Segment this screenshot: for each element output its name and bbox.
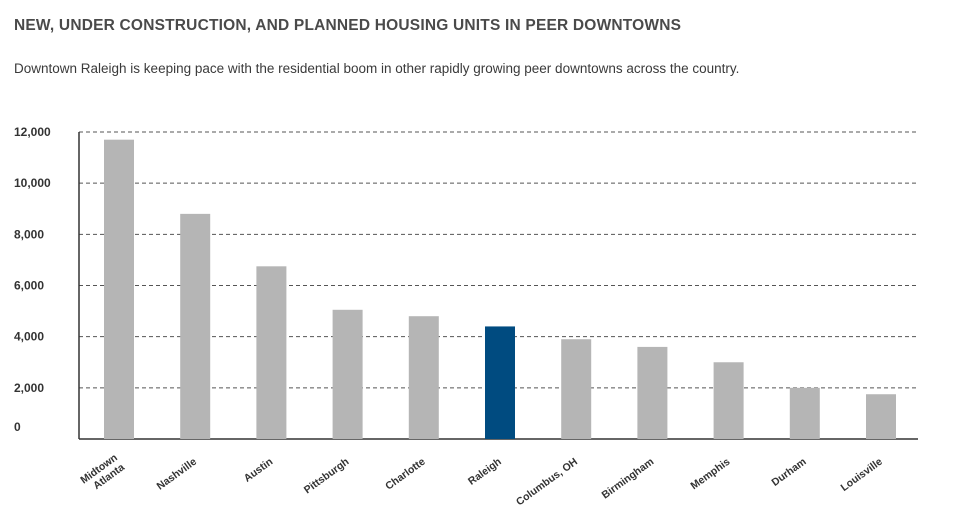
bar-columbus-oh xyxy=(561,339,592,439)
x-tick-label: Austin xyxy=(242,456,275,485)
x-tick-label-line: Columbus, OH xyxy=(514,456,580,509)
x-tick-label-line: Raleigh xyxy=(466,456,504,488)
bar-midtown-atlanta xyxy=(104,139,134,440)
x-tick-label: Charlotte xyxy=(383,456,427,493)
x-tick-label-line: Durham xyxy=(769,456,808,489)
x-tick-label: Columbus, OH xyxy=(514,456,580,509)
x-tick-label-line: Austin xyxy=(242,456,275,485)
bar-charlotte xyxy=(408,316,439,439)
x-tick-label: Durham xyxy=(769,456,808,489)
bar-pittsburgh xyxy=(332,309,363,439)
bar-raleigh xyxy=(485,326,515,439)
bar-austin xyxy=(256,266,287,439)
x-tick-label: Louisville xyxy=(839,456,885,494)
bar-nashville xyxy=(180,213,211,439)
y-tick-label: 6,000 xyxy=(14,279,44,293)
x-tick-label-line: Memphis xyxy=(688,456,732,493)
x-tick-label-line: Charlotte xyxy=(383,456,427,493)
bar-birmingham xyxy=(637,346,668,439)
x-tick-label-line: Louisville xyxy=(839,456,885,494)
y-tick-label: 2,000 xyxy=(14,381,44,395)
x-tick-label: Raleigh xyxy=(466,456,504,488)
y-tick-label: 8,000 xyxy=(14,227,44,241)
x-tick-label: Pittsburgh xyxy=(302,456,352,497)
y-tick-label: 10,000 xyxy=(14,176,51,190)
x-tick-label: Memphis xyxy=(688,456,732,493)
bar-louisville xyxy=(866,394,896,439)
x-tick-label: Birmingham xyxy=(600,456,657,502)
x-tick-label: Nashville xyxy=(155,456,199,493)
chart-subtitle: Downtown Raleigh is keeping pace with th… xyxy=(14,61,740,76)
x-tick-label-line: Nashville xyxy=(155,456,199,493)
y-tick-label: 12,000 xyxy=(14,125,51,139)
y-tick-label: 0 xyxy=(14,420,21,434)
bar-memphis xyxy=(713,362,744,439)
y-tick-label: 4,000 xyxy=(14,330,44,344)
x-tick-label: MidtownAtlanta xyxy=(78,452,127,497)
x-tick-label-line: Pittsburgh xyxy=(302,456,352,497)
x-tick-label-line: Birmingham xyxy=(600,456,657,502)
chart-title: NEW, UNDER CONSTRUCTION, AND PLANNED HOU… xyxy=(14,17,682,34)
bar-durham xyxy=(789,387,820,439)
